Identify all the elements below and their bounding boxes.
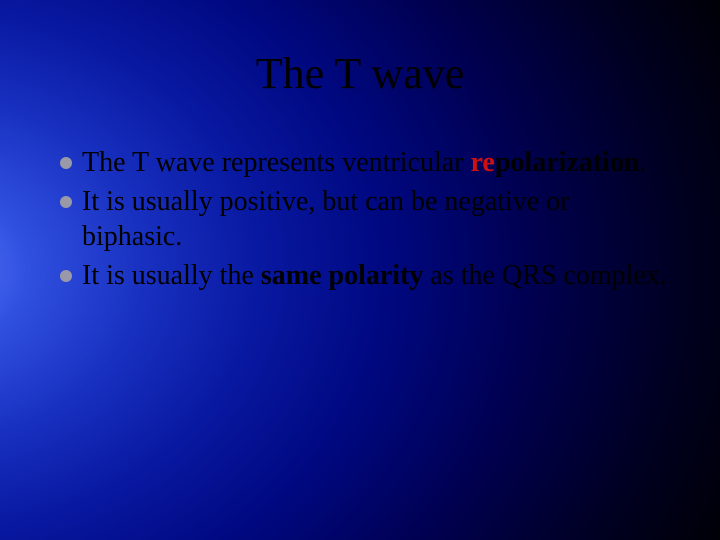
slide-title: The T wave [0, 48, 720, 99]
bullet-text: It is usually the same polarity as the Q… [82, 258, 670, 293]
bullet-item: It is usually positive, but can be negat… [60, 184, 670, 254]
bullet-item: It is usually the same polarity as the Q… [60, 258, 670, 293]
bullet-item: The T wave represents ventricular repola… [60, 145, 670, 180]
slide-body: The T wave represents ventricular repola… [60, 145, 670, 297]
bullet-text: The T wave represents ventricular repola… [82, 145, 670, 180]
bullet-icon [60, 157, 72, 169]
slide-container: The T wave The T wave represents ventric… [0, 0, 720, 540]
bullet-text: It is usually positive, but can be negat… [82, 184, 670, 254]
bullet-icon [60, 196, 72, 208]
bullet-icon [60, 270, 72, 282]
